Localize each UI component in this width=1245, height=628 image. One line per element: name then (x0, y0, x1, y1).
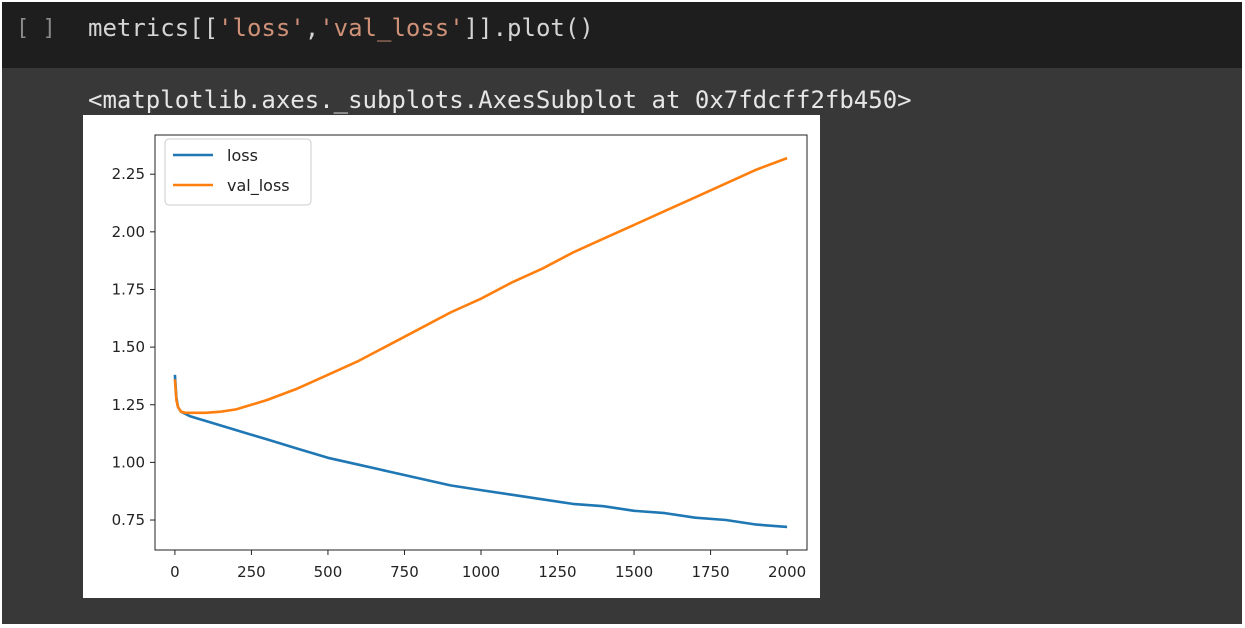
legend: loss val_loss (164, 138, 312, 206)
code-string-loss: 'loss' (218, 14, 305, 42)
x-axis: 0 250 500 750 1000 1250 1500 1750 2000 (170, 550, 806, 581)
y-tick-label: 1.75 (112, 280, 145, 298)
x-tick-label: 1000 (462, 563, 500, 581)
code-string-val-loss: 'val_loss' (319, 14, 464, 42)
output-text: <matplotlib.axes._subplots.AxesSubplot a… (88, 86, 912, 114)
x-tick-label: 1250 (538, 563, 576, 581)
series-line-val-loss (173, 156, 788, 415)
y-tick-label: 2.00 (112, 223, 145, 241)
plot-output: 0.75 1.00 1.25 1.50 1.75 2.00 2.25 0 250 500 750 1… (83, 115, 820, 598)
x-tick-label: 500 (314, 563, 343, 581)
code-line[interactable]: metrics[['loss','val_loss']].plot() (88, 14, 594, 42)
x-tick-label: 0 (170, 563, 180, 581)
legend-label-val-loss: val_loss (227, 176, 290, 196)
code-token: , (304, 14, 320, 42)
y-tick-label: 1.25 (112, 396, 145, 414)
code-token: metrics[[ (88, 14, 219, 42)
legend-label-loss: loss (227, 146, 258, 165)
series-line-loss (173, 374, 788, 529)
x-tick-label: 1750 (691, 563, 729, 581)
code-input-area[interactable]: [ ] metrics[['loss','val_loss']].plot() (2, 2, 1242, 68)
x-tick-label: 750 (390, 563, 419, 581)
y-tick-label: 0.75 (112, 511, 145, 529)
x-tick-label: 2000 (768, 563, 806, 581)
x-tick-label: 1500 (615, 563, 653, 581)
y-tick-label: 1.00 (112, 453, 145, 471)
code-token: ]].plot() (463, 14, 594, 42)
y-axis: 0.75 1.00 1.25 1.50 1.75 2.00 2.25 (112, 165, 155, 529)
y-tick-label: 1.50 (112, 338, 145, 356)
x-tick-label: 250 (237, 563, 266, 581)
line-chart: 0.75 1.00 1.25 1.50 1.75 2.00 2.25 0 250 500 750 1… (112, 134, 808, 581)
series-lines (173, 156, 788, 529)
run-cell-indicator[interactable]: [ ] (16, 16, 56, 41)
y-tick-label: 2.25 (112, 165, 145, 183)
